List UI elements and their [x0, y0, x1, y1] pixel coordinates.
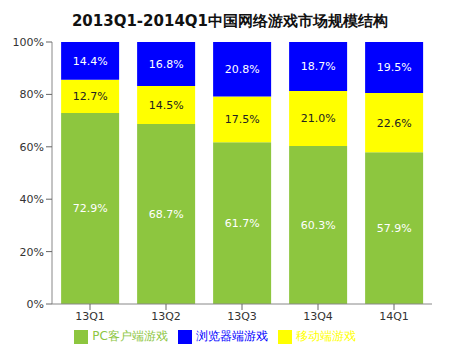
svg-text:16.8%: 16.8%	[149, 58, 184, 71]
svg-text:40%: 40%	[20, 193, 44, 206]
svg-text:100%: 100%	[13, 36, 44, 49]
svg-text:68.7%: 68.7%	[149, 208, 184, 221]
svg-text:60.3%: 60.3%	[301, 219, 336, 232]
svg-text:19.5%: 19.5%	[377, 61, 412, 74]
svg-text:22.6%: 22.6%	[377, 117, 412, 130]
svg-text:17.5%: 17.5%	[225, 113, 260, 126]
svg-text:80%: 80%	[20, 88, 44, 101]
svg-text:13Q2: 13Q2	[151, 310, 181, 323]
svg-text:14.5%: 14.5%	[149, 99, 184, 112]
svg-text:20.8%: 20.8%	[225, 63, 260, 76]
html-text:2013Q1-2014Q1中国网络游戏市场规模结构: 2013Q1-2014Q1中国网络游戏市场规模结构	[71, 12, 388, 30]
svg-text:20%: 20%	[20, 246, 44, 259]
svg-text:13Q1: 13Q1	[75, 310, 105, 323]
html-text:移动端游戏: 移动端游戏	[295, 329, 356, 343]
svg-text:61.7%: 61.7%	[225, 217, 260, 230]
svg-text:14.4%: 14.4%	[73, 55, 108, 68]
html-text:浏览器端游戏: 浏览器端游戏	[195, 329, 268, 343]
svg-text:12.7%: 12.7%	[73, 90, 108, 103]
svg-text:57.9%: 57.9%	[377, 222, 412, 235]
svg-text:21.0%: 21.0%	[301, 112, 336, 125]
svg-text:14Q1: 14Q1	[379, 310, 409, 323]
svg-text:60%: 60%	[20, 141, 44, 154]
html-text:PC客户端游戏: PC客户端游戏	[92, 329, 168, 343]
svg-text:72.9%: 72.9%	[73, 202, 108, 215]
svg-text:13Q4: 13Q4	[303, 310, 333, 323]
svg-text:0%: 0%	[27, 298, 44, 311]
svg-text:13Q3: 13Q3	[227, 310, 257, 323]
svg-text:18.7%: 18.7%	[301, 60, 336, 73]
